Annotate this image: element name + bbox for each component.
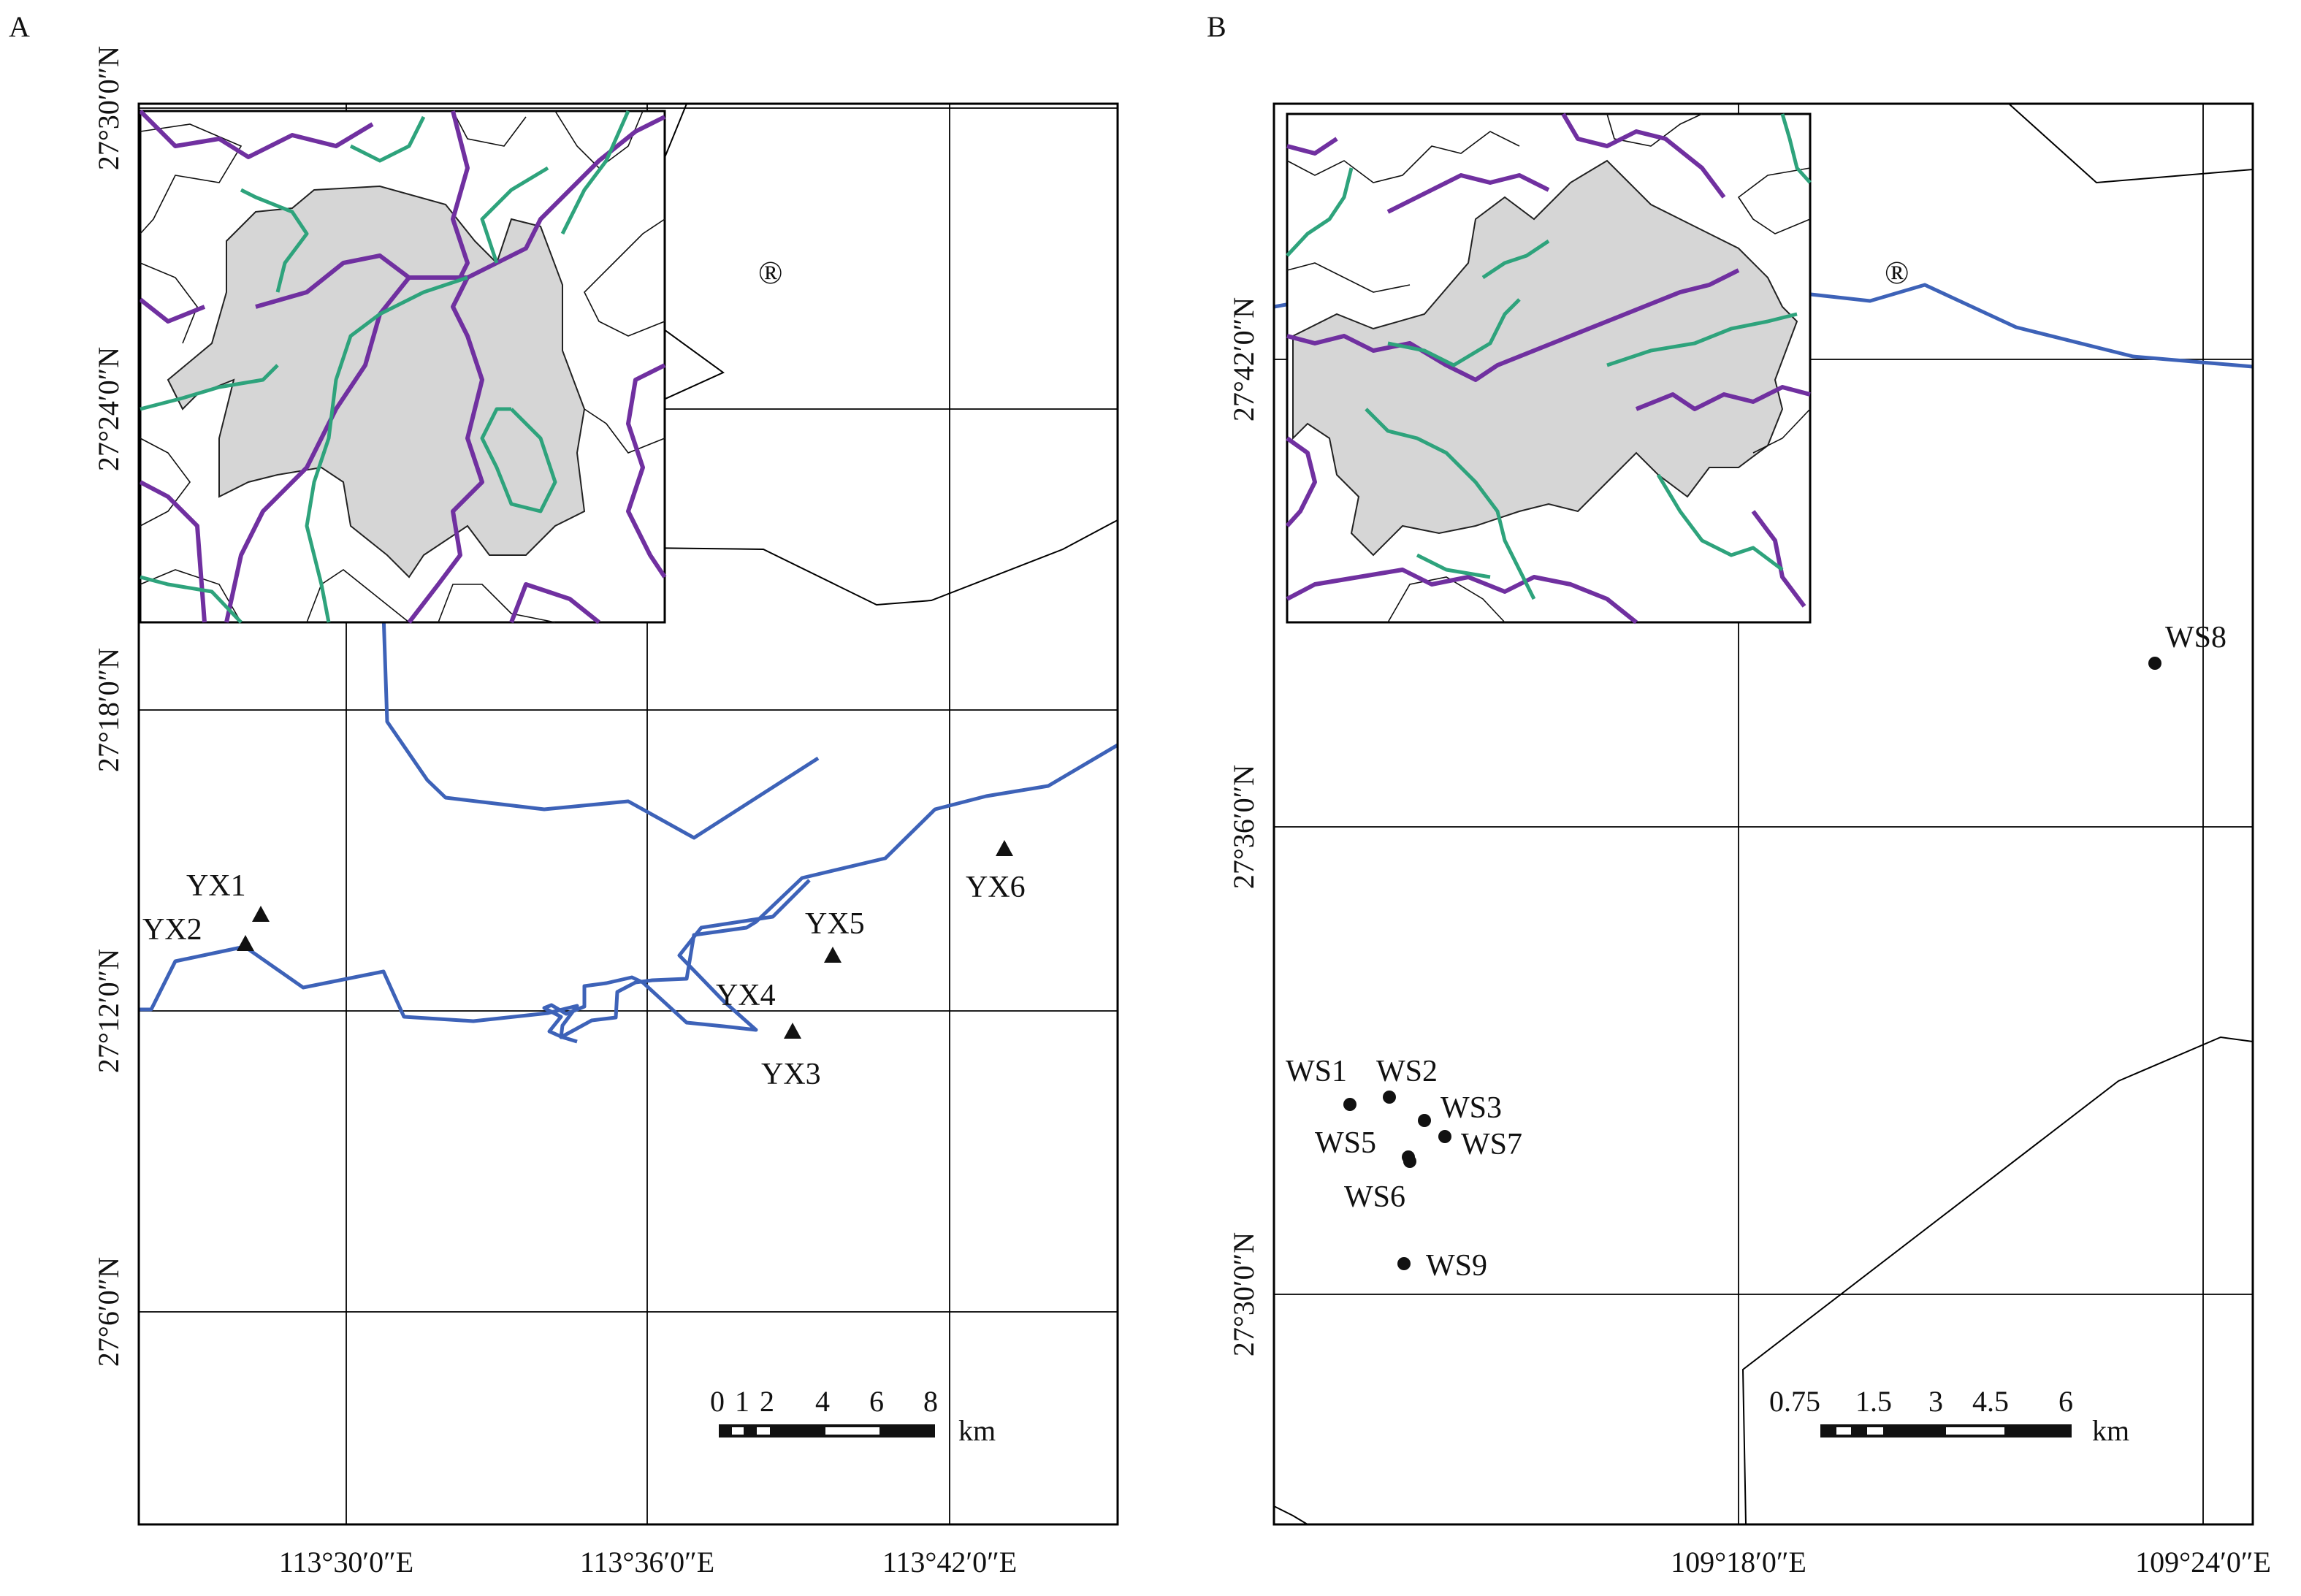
panel-a-river-branch [542, 879, 811, 1044]
scale-b-tick-1-5: 1.5 [1855, 1385, 1892, 1418]
site-yx1-label: YX1 [186, 869, 246, 903]
lat-label-b-3: 27°30′0″N [1227, 1232, 1260, 1356]
scale-a-tick-8: 8 [923, 1385, 938, 1418]
scale-b-unit: km [2092, 1414, 2129, 1447]
panel-b: B ® [1207, 10, 2271, 1578]
site-yx1-marker [252, 906, 270, 922]
panel-b-inset [1285, 112, 1812, 625]
panel-a-river-main [139, 743, 1119, 1039]
site-yx3-marker [784, 1023, 801, 1039]
panel-a-sites: YX1 YX2 YX3 YX4 YX5 YX6 [142, 840, 1026, 1091]
panel-a-scale-bar: 0 1 2 4 6 8 km [710, 1385, 996, 1447]
panel-b-inset-admin-lines [1286, 113, 1811, 623]
panel-b-boundaries [1273, 103, 2254, 1525]
panel-b-boundary-ne [2008, 103, 2254, 184]
panel-a-inset-purple-lines [138, 109, 667, 625]
panel-b-boundary-se [1741, 1036, 2254, 1525]
lat-label-a-3: 27°18′0″N [92, 648, 125, 772]
panel-b-lon-labels: 109°18′0″E 109°24′0″E [1671, 1546, 2271, 1578]
panel-a-lon-labels: 113°30′0″E 113°36′0″E 113°42′0″E [279, 1546, 1017, 1578]
panel-a: A ® [9, 10, 1119, 1578]
panel-a-inset [138, 109, 667, 625]
panel-a-inset-green-lines [140, 110, 630, 624]
site-ws5-label: WS5 [1315, 1126, 1376, 1160]
scale-a-tick-2: 2 [760, 1385, 774, 1418]
scale-b-tick-3: 3 [1928, 1385, 1943, 1418]
site-ws2-label: WS2 [1376, 1055, 1438, 1088]
panel-b-boundary-sw [1273, 1505, 1308, 1525]
panel-a-boundaries [641, 103, 1118, 606]
panel-b-inset-green-lines [1286, 113, 1812, 600]
scale-a-unit: km [958, 1414, 996, 1447]
panel-a-label: A [9, 10, 30, 43]
scale-a-tick-6: 6 [869, 1385, 884, 1418]
scale-a-tick-1: 1 [735, 1385, 749, 1418]
scale-a-tick-0: 0 [710, 1385, 725, 1418]
site-ws7-marker [1438, 1130, 1451, 1143]
scale-b-tick-4-5: 4.5 [1972, 1385, 2009, 1418]
site-yx6-label: YX6 [966, 871, 1026, 904]
lat-label-a-2: 27°24′0″N [92, 347, 125, 471]
site-yx4-label: YX4 [716, 979, 776, 1012]
panel-a-frame [137, 102, 1119, 1526]
site-ws8-marker [2148, 657, 2161, 670]
scale-b-tick-0-75: 0.75 [1769, 1385, 1820, 1418]
site-ws1-label: WS1 [1286, 1055, 1347, 1088]
panel-b-scale-bar: 0.75 1.5 3 4.5 6 km [1769, 1385, 2129, 1447]
panel-a-registered-symbol: ® [758, 255, 782, 291]
site-ws1-marker [1343, 1098, 1356, 1111]
site-ws6-label: WS6 [1344, 1180, 1405, 1214]
site-yx2-marker [237, 935, 254, 951]
lat-label-a-1: 27°30′0″N [92, 46, 125, 170]
site-ws9-label: WS9 [1426, 1249, 1487, 1283]
lat-label-a-4: 27°12′0″N [92, 949, 125, 1073]
site-ws3-label: WS3 [1440, 1091, 1502, 1125]
panel-a-rivers [139, 613, 1119, 1044]
site-ws7-label: WS7 [1461, 1128, 1522, 1161]
site-yx5-label: YX5 [805, 907, 865, 941]
scale-a-tick-4: 4 [815, 1385, 830, 1418]
scale-b-tick-6: 6 [2058, 1385, 2073, 1418]
site-ws9-marker [1397, 1257, 1411, 1270]
site-yx6-marker [996, 840, 1013, 856]
site-ws2-marker [1383, 1091, 1396, 1104]
panel-a-admin-boundary [641, 103, 1118, 606]
panel-b-lat-labels: 27°42′0″N 27°36′0″N 27°30′0″N [1227, 297, 1260, 1356]
panel-b-label: B [1207, 10, 1226, 43]
lon-label-a-2: 113°36′0″E [580, 1546, 714, 1578]
panel-a-lat-labels: 27°30′0″N 27°24′0″N 27°18′0″N 27°12′0″N … [92, 46, 125, 1367]
site-ws6-marker [1403, 1155, 1416, 1168]
lon-label-a-3: 113°42′0″E [882, 1546, 1017, 1578]
site-yx5-marker [824, 947, 842, 963]
site-ws8-label: WS8 [2165, 621, 2226, 654]
lon-label-b-1: 109°18′0″E [1671, 1546, 1806, 1578]
panel-b-sites: WS1 WS2 WS3 WS5 WS6 WS7 WS8 WS9 [1286, 621, 2226, 1283]
lat-label-b-1: 27°42′0″N [1227, 297, 1260, 421]
panel-b-frame [1272, 102, 2254, 1526]
lat-label-a-5: 27°6′0″N [92, 1257, 125, 1367]
site-yx2-label: YX2 [142, 913, 202, 947]
lat-label-b-2: 27°36′0″N [1227, 765, 1260, 889]
panel-b-registered-symbol: ® [1885, 255, 1909, 291]
site-ws3-marker [1418, 1114, 1431, 1127]
panel-a-river-north [381, 613, 820, 840]
panel-b-inset-purple-lines [1285, 112, 1811, 625]
site-yx3-label: YX3 [761, 1058, 821, 1091]
lon-label-b-2: 109°24′0″E [2135, 1546, 2271, 1578]
lon-label-a-1: 113°30′0″E [279, 1546, 413, 1578]
